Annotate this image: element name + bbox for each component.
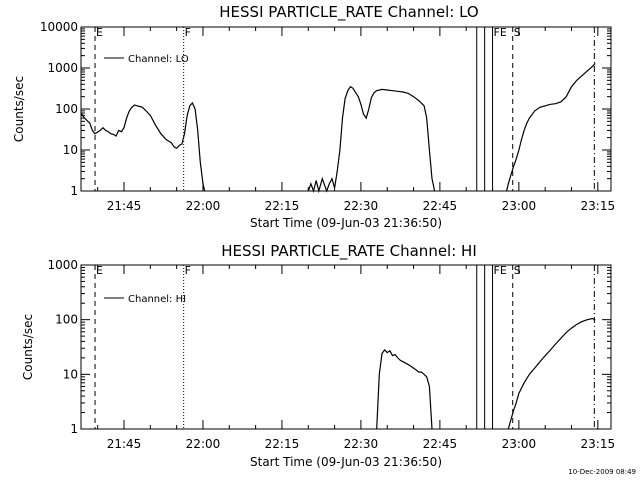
event-marker-label: F [185,264,191,277]
event-marker-label: FE [494,26,507,39]
x-tick-label: 22:30 [344,437,379,451]
series-line-segment [507,317,596,430]
y-tick-label: 1 [70,184,78,198]
panel-lo-frame [80,26,612,192]
y-tick-label: 10 [63,367,78,381]
event-marker-label: FE [494,264,507,277]
panel-lo-title: HESSI PARTICLE_RATE Channel: LO [219,3,478,22]
y-tick-label: 100 [55,313,78,327]
footer-timestamp: 10-Dec-2009 08:49 [568,468,636,476]
panel-hi-legend-label: Channel: HI [128,294,186,305]
event-marker-label: E [96,26,103,39]
panel-lo-xlabel: Start Time (09-Jun-03 21:36:50) [250,216,442,230]
series-line-segment [376,348,433,430]
x-tick-label: 22:15 [265,199,300,213]
x-tick-label: 23:00 [502,199,537,213]
x-tick-label: 23:15 [581,437,616,451]
y-tick-label: 1000 [47,61,78,75]
event-marker-label: S [514,264,521,277]
x-tick-label: 22:45 [423,199,458,213]
panel-hi-frame [80,264,612,430]
x-tick-label: 22:00 [186,437,221,451]
panel-hi-title: HESSI PARTICLE_RATE Channel: HI [221,242,477,261]
event-marker-label: S [514,26,521,39]
x-tick-label: 22:00 [186,199,221,213]
panel-hi-ylabel: Counts/sec [21,314,35,380]
panel-lo-legend-label: Channel: LO [128,54,189,65]
x-tick-label: 22:15 [265,437,300,451]
x-tick-label: 21:45 [107,199,142,213]
x-tick-label: 22:45 [423,437,458,451]
series-line-segment [80,101,206,192]
x-tick-label: 22:30 [344,199,379,213]
x-tick-label: 21:45 [107,437,142,451]
event-marker-label: E [96,264,103,277]
series-line-segment [307,85,436,194]
y-tick-label: 10 [63,143,78,157]
panel-lo-ylabel: Counts/sec [12,76,26,142]
panel-lo: HESSI PARTICLE_RATE Channel: LO Counts/s… [12,3,615,230]
y-tick-label: 1000 [47,258,78,272]
series-line-segment [506,62,596,192]
panel-hi: HESSI PARTICLE_RATE Channel: HI Counts/s… [21,242,615,469]
panel-hi-xlabel: Start Time (09-Jun-03 21:36:50) [250,455,442,469]
y-tick-label: 100 [55,102,78,116]
y-tick-label: 10000 [40,20,78,34]
x-tick-label: 23:00 [502,437,537,451]
y-tick-label: 1 [70,422,78,436]
x-tick-label: 23:15 [581,199,616,213]
event-marker-label: F [185,26,191,39]
